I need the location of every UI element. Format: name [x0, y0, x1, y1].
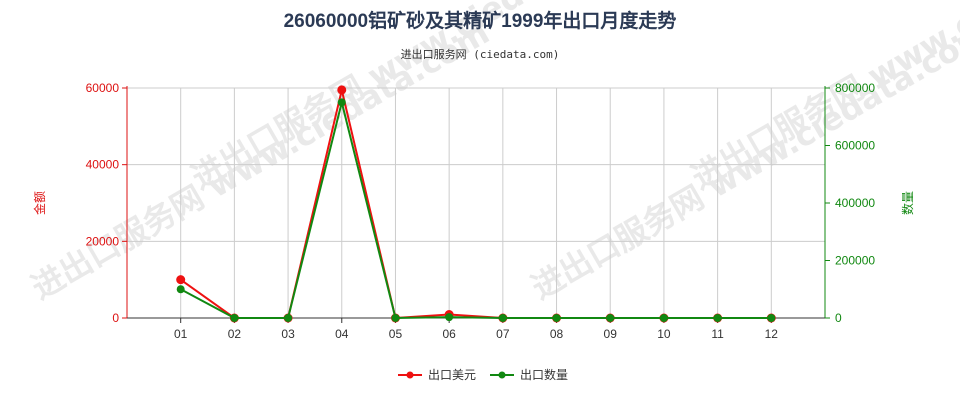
data-point[interactable]	[230, 314, 239, 322]
right-axis-title: 数量	[900, 191, 915, 215]
data-point[interactable]	[767, 314, 776, 322]
right-tick-label: 0	[835, 311, 842, 325]
data-point[interactable]	[713, 314, 722, 322]
data-point[interactable]	[498, 314, 507, 322]
data-point[interactable]	[445, 313, 454, 322]
right-tick-label: 600000	[835, 139, 875, 153]
x-tick-label: 10	[657, 327, 671, 341]
legend-item[interactable]: 出口美元	[398, 368, 476, 382]
data-point[interactable]	[391, 314, 400, 322]
chart-title: 26060000铝矿砂及其精矿1999年出口月度走势	[284, 9, 677, 32]
x-tick-label: 02	[228, 327, 242, 341]
x-tick-label: 01	[174, 327, 188, 341]
x-tick-label: 04	[335, 327, 349, 341]
legend-item[interactable]: 出口数量	[490, 367, 568, 382]
watermark-layer: 进出口服务网 www.ciedata.com 进出口服务网 www.ciedata…	[25, 0, 960, 307]
legend-marker	[498, 371, 506, 379]
x-tick-label: 08	[550, 327, 564, 341]
data-point[interactable]	[606, 314, 615, 322]
left-axis-title: 金额	[32, 191, 47, 215]
watermark-text: 进出口服务网 www.ciedata.com	[685, 0, 960, 197]
data-point[interactable]	[176, 285, 185, 294]
data-point[interactable]	[337, 85, 347, 95]
right-tick-label: 200000	[835, 254, 875, 268]
x-tick-label: 07	[496, 327, 510, 341]
x-tick-label: 12	[765, 327, 779, 341]
grid-lines	[127, 87, 825, 318]
x-tick-label: 09	[604, 327, 618, 341]
data-point[interactable]	[552, 314, 561, 322]
left-tick-label: 20000	[86, 234, 120, 248]
left-tick-label: 40000	[86, 158, 120, 172]
data-point[interactable]	[337, 98, 346, 107]
legend-label: 出口数量	[520, 367, 568, 382]
left-tick-label: 60000	[86, 81, 120, 95]
data-point[interactable]	[284, 314, 293, 322]
series-line	[180, 102, 772, 320]
x-tick-label: 03	[281, 327, 295, 341]
series-layer	[176, 85, 776, 323]
x-tick-label: 11	[711, 327, 724, 341]
right-tick-label: 400000	[835, 196, 875, 210]
data-point[interactable]	[176, 275, 186, 285]
legend[interactable]: 出口美元 出口数量	[398, 367, 568, 382]
x-tick-label: 06	[442, 327, 456, 341]
legend-label: 出口美元	[428, 368, 476, 382]
legend-marker	[406, 371, 414, 379]
x-tick-label: 05	[389, 327, 403, 341]
left-tick-label: 0	[112, 311, 119, 325]
chart-subtitle: 进出口服务网 (ciedata.com)	[401, 47, 560, 61]
right-tick-label: 800000	[835, 81, 875, 95]
data-point[interactable]	[659, 314, 668, 322]
